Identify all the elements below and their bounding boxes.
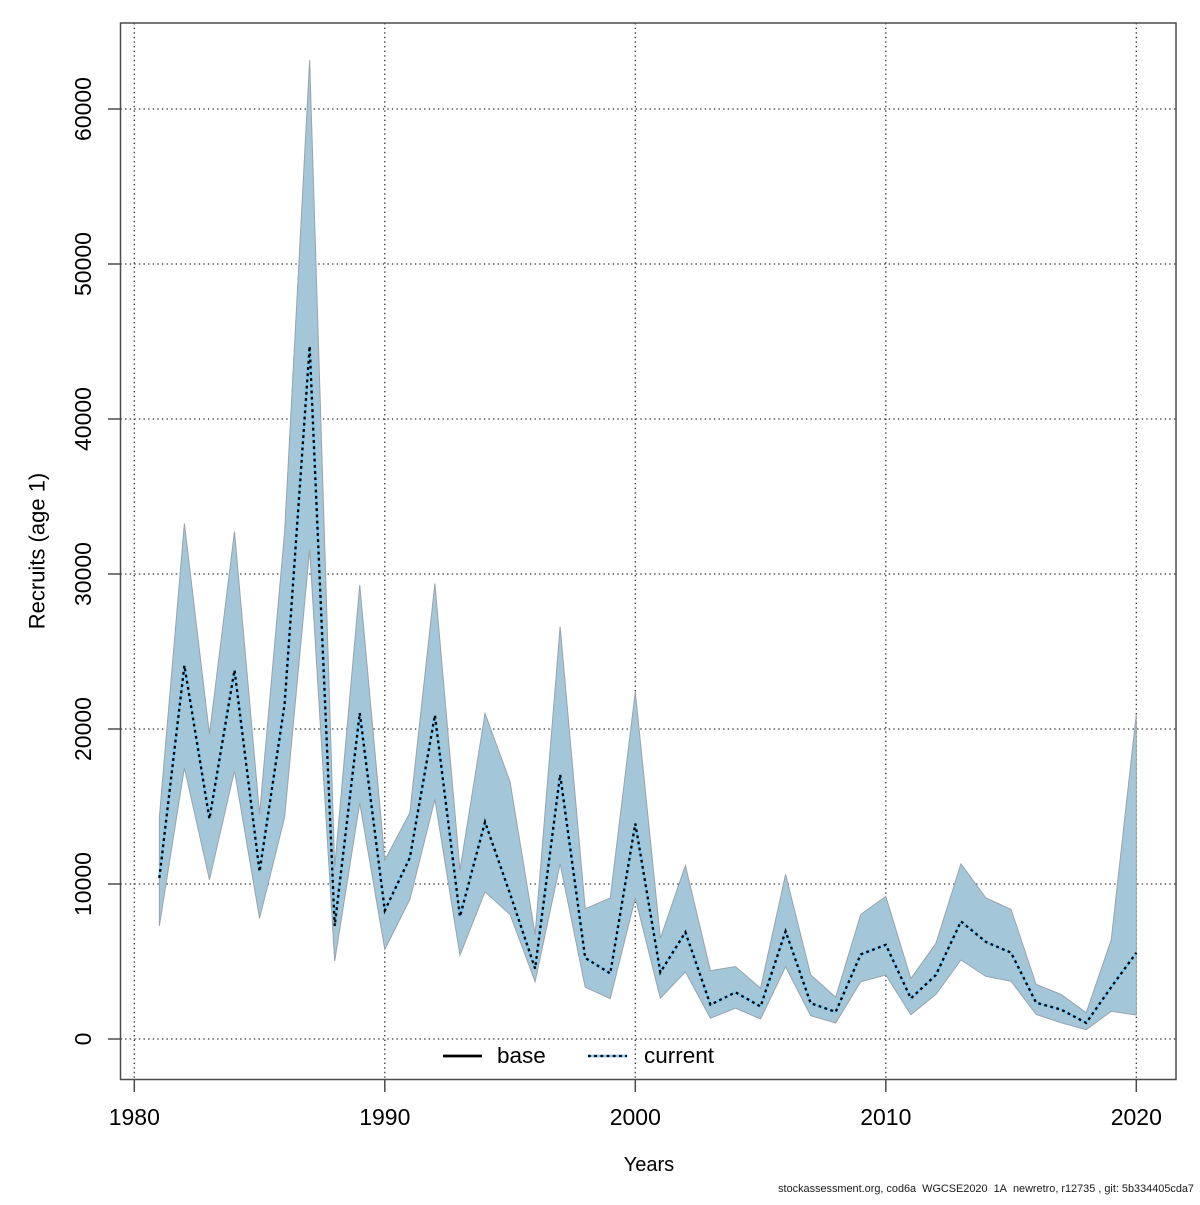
svg-text:40000: 40000 xyxy=(70,387,96,451)
svg-text:2020: 2020 xyxy=(1111,1104,1162,1130)
svg-text:2010: 2010 xyxy=(860,1104,911,1130)
svg-text:60000: 60000 xyxy=(70,77,96,141)
svg-text:50000: 50000 xyxy=(70,232,96,296)
svg-text:1990: 1990 xyxy=(359,1104,410,1130)
svg-text:20000: 20000 xyxy=(70,697,96,761)
svg-text:current: current xyxy=(644,1043,715,1068)
svg-text:2000: 2000 xyxy=(610,1104,661,1130)
svg-text:1980: 1980 xyxy=(109,1104,160,1130)
svg-text:stockassessment.org, cod6a WG: stockassessment.org, cod6a WGCSE2020 1A … xyxy=(778,1183,1194,1195)
svg-text:10000: 10000 xyxy=(70,852,96,916)
svg-text:Recruits (age 1): Recruits (age 1) xyxy=(25,473,50,630)
svg-text:base: base xyxy=(497,1043,546,1068)
svg-text:30000: 30000 xyxy=(70,542,96,606)
svg-text:Years: Years xyxy=(624,1154,674,1176)
svg-text:0: 0 xyxy=(70,1033,96,1046)
